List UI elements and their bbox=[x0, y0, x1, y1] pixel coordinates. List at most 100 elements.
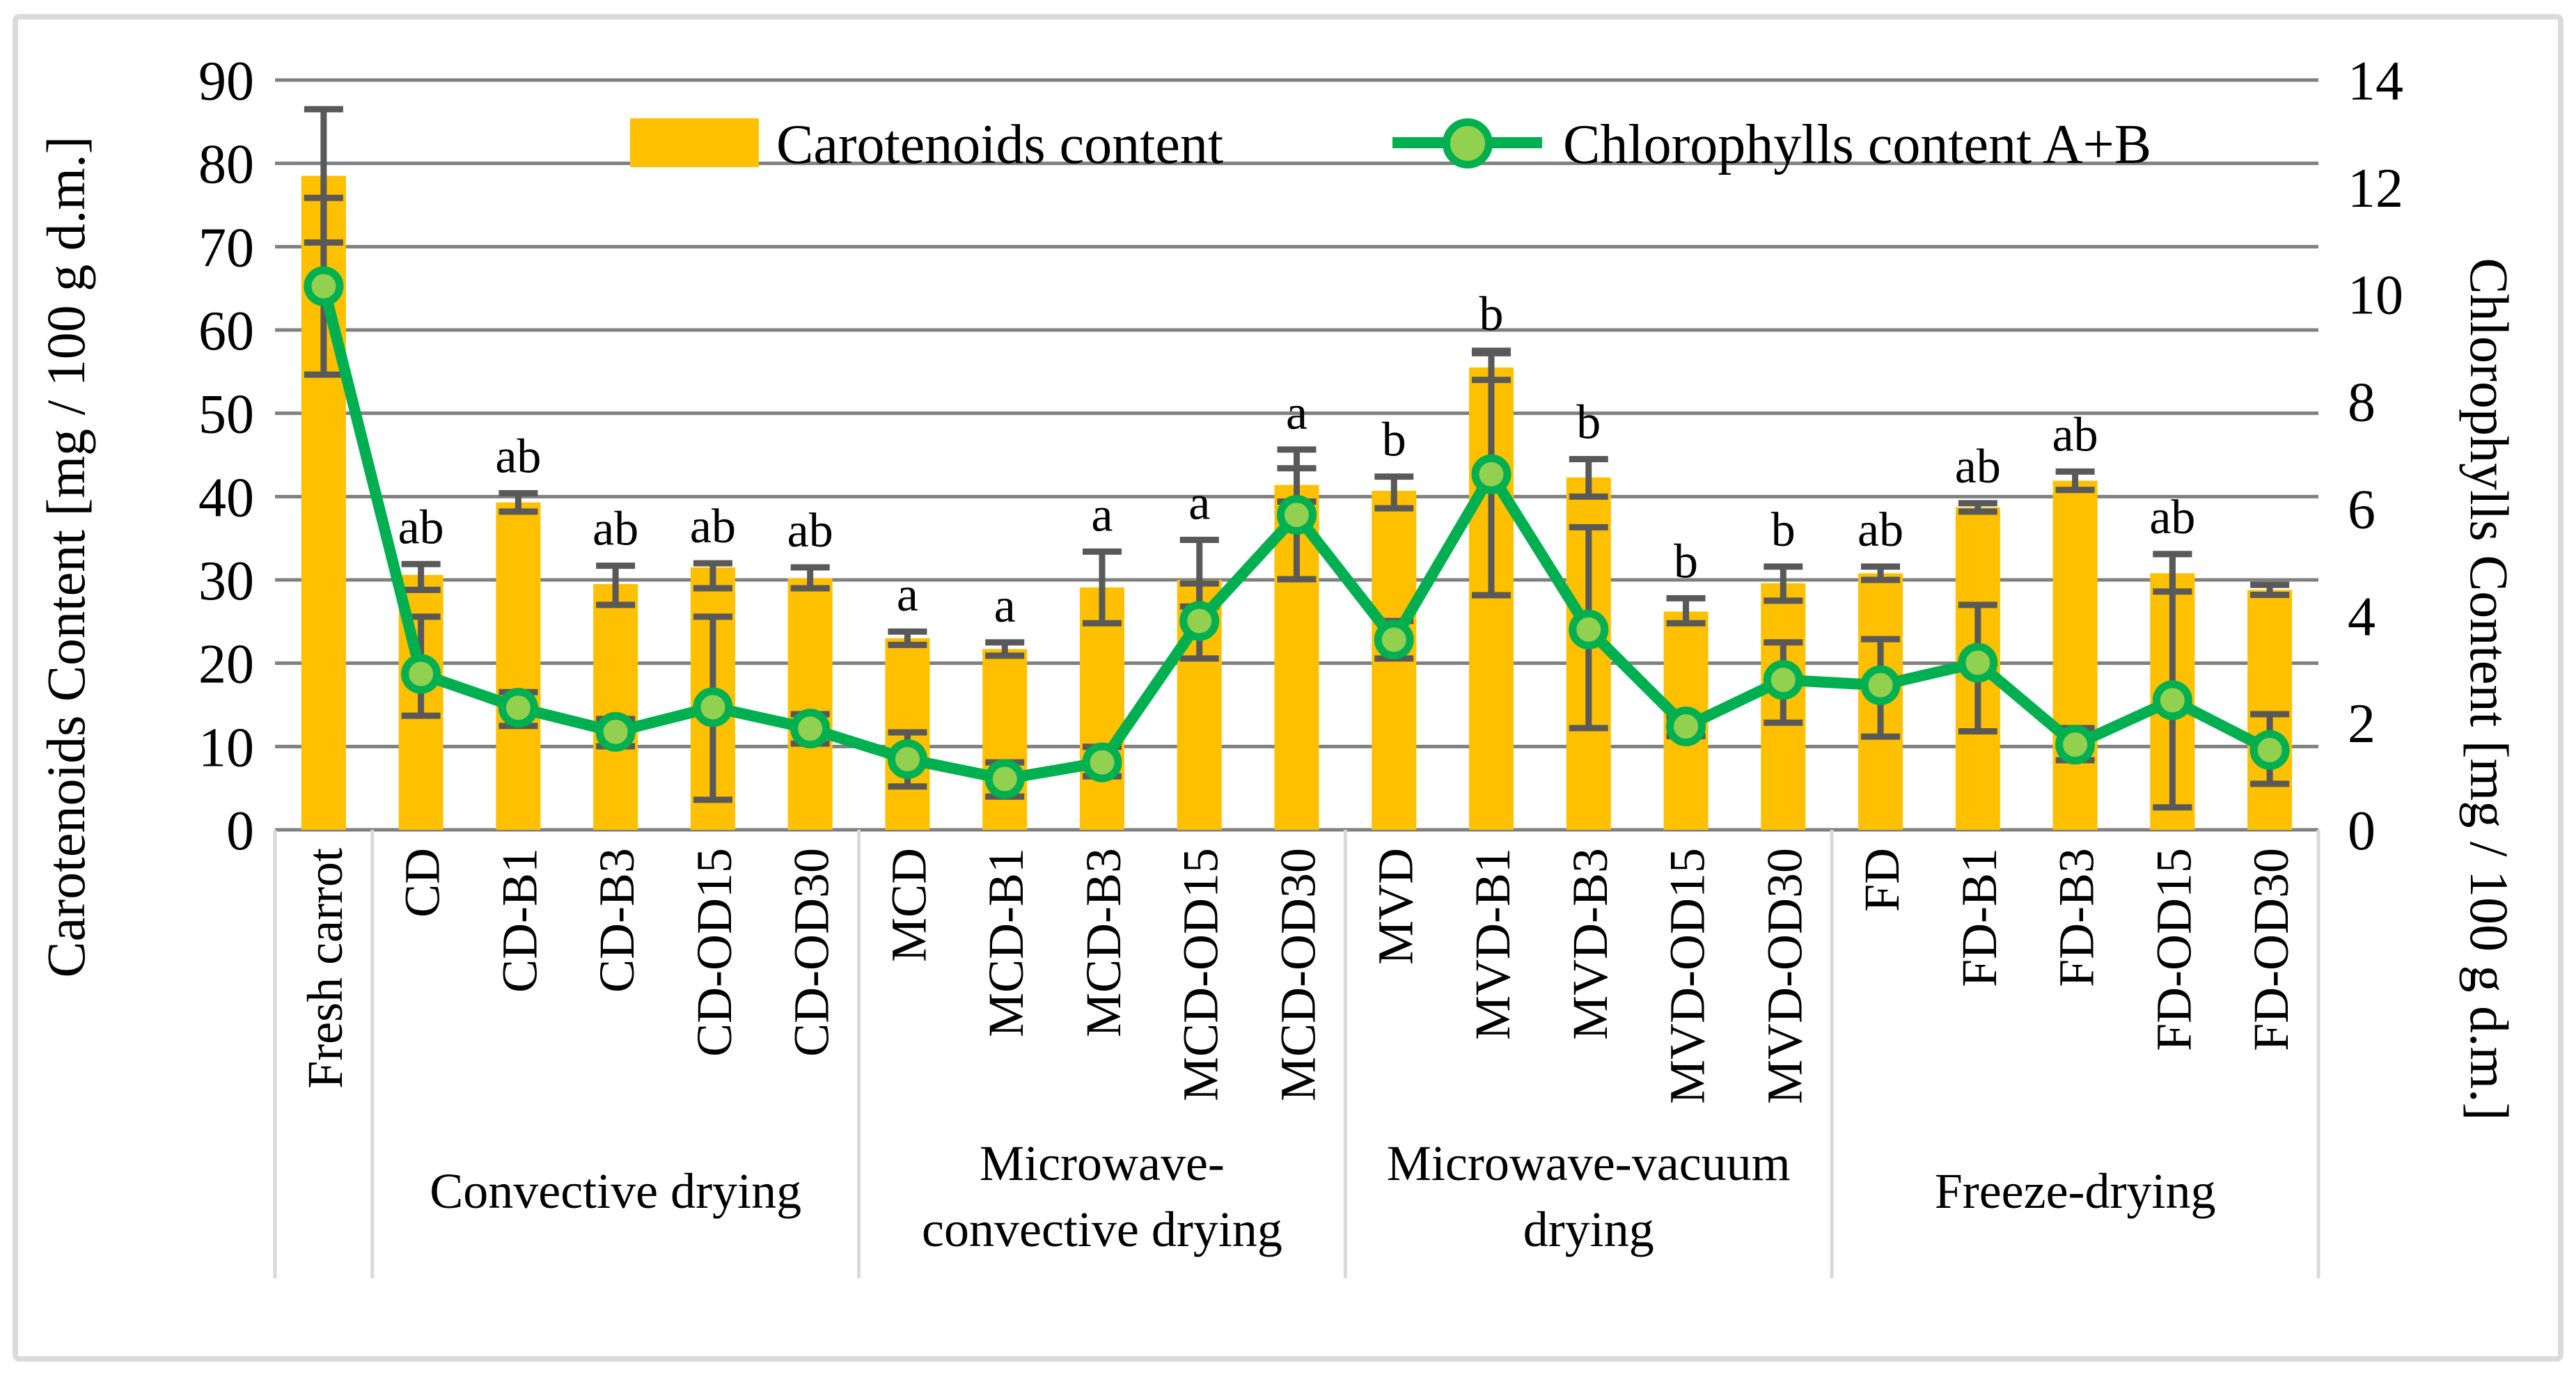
sig-letter: b bbox=[1674, 535, 1698, 588]
sig-letter: ab bbox=[592, 503, 638, 556]
marker-MCD-B3 bbox=[1082, 742, 1122, 782]
group-label: Microwave-vacuum bbox=[1387, 1135, 1791, 1191]
x-axis-label-MCD-B3: MCD-B3 bbox=[1076, 848, 1131, 1037]
marker-CD bbox=[401, 654, 441, 694]
right-axis-tick-label: 4 bbox=[2348, 586, 2375, 647]
marker-MCD-OD15 bbox=[1179, 601, 1220, 641]
right-axis-tick-label: 0 bbox=[2348, 801, 2375, 862]
x-axis-label-CD-B1: CD-B1 bbox=[492, 848, 547, 993]
right-axis-tick-label: 12 bbox=[2348, 158, 2403, 219]
sig-letter: ab bbox=[2149, 491, 2195, 544]
x-axis-label-CD-OD15: CD-OD15 bbox=[686, 848, 742, 1057]
marker-FD-B3 bbox=[2055, 725, 2096, 765]
marker-CD-OD30 bbox=[790, 709, 831, 749]
marker-FD bbox=[1860, 665, 1901, 705]
left-axis-title: Carotenoids Content [mg / 100 g d.m.] bbox=[36, 136, 96, 978]
x-axis-label-CD: CD bbox=[395, 848, 450, 918]
marker-CD-B1 bbox=[498, 688, 538, 728]
left-axis-tick-label: 40 bbox=[198, 467, 254, 528]
marker-FD-OD15 bbox=[2152, 680, 2192, 721]
group-label: drying bbox=[1523, 1202, 1654, 1257]
bar-FD-OD30 bbox=[2247, 590, 2293, 830]
sig-letter: b bbox=[1771, 503, 1796, 557]
marker-Fresh carrot bbox=[304, 266, 344, 306]
x-axis-label-CD-OD30: CD-OD30 bbox=[784, 848, 840, 1057]
marker-MVD-B3 bbox=[1569, 609, 1609, 650]
sig-letter: ab bbox=[398, 501, 444, 554]
sig-letter: ab bbox=[1955, 440, 2001, 494]
sig-letter: a bbox=[1091, 488, 1113, 542]
sig-letter: a bbox=[994, 579, 1016, 633]
x-axis-label-Fresh carrot: Fresh carrot bbox=[297, 848, 353, 1089]
legend-carotenoids-swatch bbox=[630, 118, 759, 167]
right-axis-tick-label: 10 bbox=[2348, 265, 2403, 326]
group-label: Convective drying bbox=[430, 1163, 801, 1219]
left-axis-tick-label: 90 bbox=[198, 51, 254, 112]
left-axis-tick-label: 50 bbox=[198, 384, 254, 446]
marker-FD-B1 bbox=[1958, 643, 1998, 683]
legend-chlorophylls-label: Chlorophylls content A+B bbox=[1563, 114, 2152, 175]
bar-FD-B3 bbox=[2052, 480, 2098, 830]
x-axis-label-MVD-B3: MVD-B3 bbox=[1562, 848, 1618, 1040]
marker-CD-B3 bbox=[595, 711, 636, 752]
x-axis-label-FD-OD15: FD-OD15 bbox=[2146, 848, 2201, 1051]
right-axis-tick-label: 2 bbox=[2348, 693, 2375, 755]
marker-MVD bbox=[1374, 620, 1414, 660]
left-axis-tick-label: 0 bbox=[226, 801, 254, 862]
sig-letter: a bbox=[1188, 477, 1210, 530]
group-label: convective drying bbox=[922, 1202, 1282, 1257]
legend-chlorophylls-marker-icon bbox=[1443, 118, 1493, 168]
sig-letter: ab bbox=[787, 504, 833, 558]
left-axis-tick-label: 70 bbox=[198, 217, 254, 278]
x-axis-label-CD-B3: CD-B3 bbox=[589, 848, 645, 993]
left-axis-tick-label: 80 bbox=[198, 134, 254, 196]
left-axis-tick-label: 60 bbox=[198, 301, 254, 362]
marker-FD-OD30 bbox=[2249, 730, 2290, 770]
marker-MCD-B1 bbox=[984, 759, 1025, 799]
left-axis-tick-label: 30 bbox=[198, 551, 254, 612]
right-axis-tick-label: 8 bbox=[2348, 372, 2375, 434]
group-label: Microwave- bbox=[980, 1135, 1225, 1191]
bar-MCD-B3 bbox=[1079, 587, 1124, 830]
x-axis-label-MCD-B1: MCD-B1 bbox=[978, 848, 1034, 1037]
marker-MVD-B1 bbox=[1471, 454, 1511, 494]
sig-letter: b bbox=[1576, 395, 1601, 449]
bar-CD-B3 bbox=[593, 583, 638, 830]
marker-MVD-OD30 bbox=[1763, 660, 1803, 700]
x-axis-label-MCD-OD30: MCD-OD30 bbox=[1271, 848, 1326, 1101]
bar-CD-OD30 bbox=[787, 578, 833, 830]
sig-letter: ab bbox=[690, 500, 736, 553]
x-axis-label-FD-B1: FD-B1 bbox=[1951, 848, 2007, 987]
x-axis-label-MVD-OD15: MVD-OD15 bbox=[1660, 848, 1715, 1104]
x-axis-label-MCD-OD15: MCD-OD15 bbox=[1173, 848, 1229, 1101]
left-axis-tick-label: 20 bbox=[198, 634, 254, 695]
legend-carotenoids-label: Carotenoids content bbox=[776, 114, 1224, 175]
bar-MCD-B1 bbox=[982, 649, 1028, 830]
x-axis-label-FD-B3: FD-B3 bbox=[2049, 848, 2105, 987]
sig-letter: ab bbox=[495, 430, 541, 484]
x-axis-label-MVD-B1: MVD-B1 bbox=[1465, 848, 1521, 1040]
sig-letter: a bbox=[1286, 386, 1307, 440]
sig-letter: a bbox=[897, 568, 918, 622]
sig-letter: b bbox=[1479, 288, 1504, 341]
marker-MCD bbox=[887, 739, 927, 779]
x-axis-label-MVD: MVD bbox=[1367, 848, 1423, 965]
sig-letter: b bbox=[1382, 414, 1406, 467]
left-axis-tick-label: 10 bbox=[198, 717, 254, 778]
marker-MCD-OD30 bbox=[1277, 495, 1317, 535]
x-axis-label-MVD-OD30: MVD-OD30 bbox=[1757, 848, 1812, 1104]
group-label: Freeze-drying bbox=[1935, 1163, 2216, 1219]
marker-CD-OD15 bbox=[693, 687, 733, 727]
right-axis-tick-label: 14 bbox=[2348, 51, 2403, 112]
x-axis-label-FD: FD bbox=[1854, 848, 1910, 912]
right-axis-tick-label: 6 bbox=[2348, 479, 2375, 540]
x-axis-label-MCD: MCD bbox=[881, 848, 936, 962]
bar-CD-B1 bbox=[496, 502, 541, 830]
sig-letter: ab bbox=[1858, 503, 1903, 557]
marker-MVD-OD15 bbox=[1666, 707, 1706, 747]
sig-letter: ab bbox=[2052, 408, 2098, 462]
x-axis-label-FD-OD30: FD-OD30 bbox=[2243, 848, 2299, 1051]
right-axis-title: Chlorophylls Content [mg / 100 g d.m.] bbox=[2459, 258, 2520, 1121]
